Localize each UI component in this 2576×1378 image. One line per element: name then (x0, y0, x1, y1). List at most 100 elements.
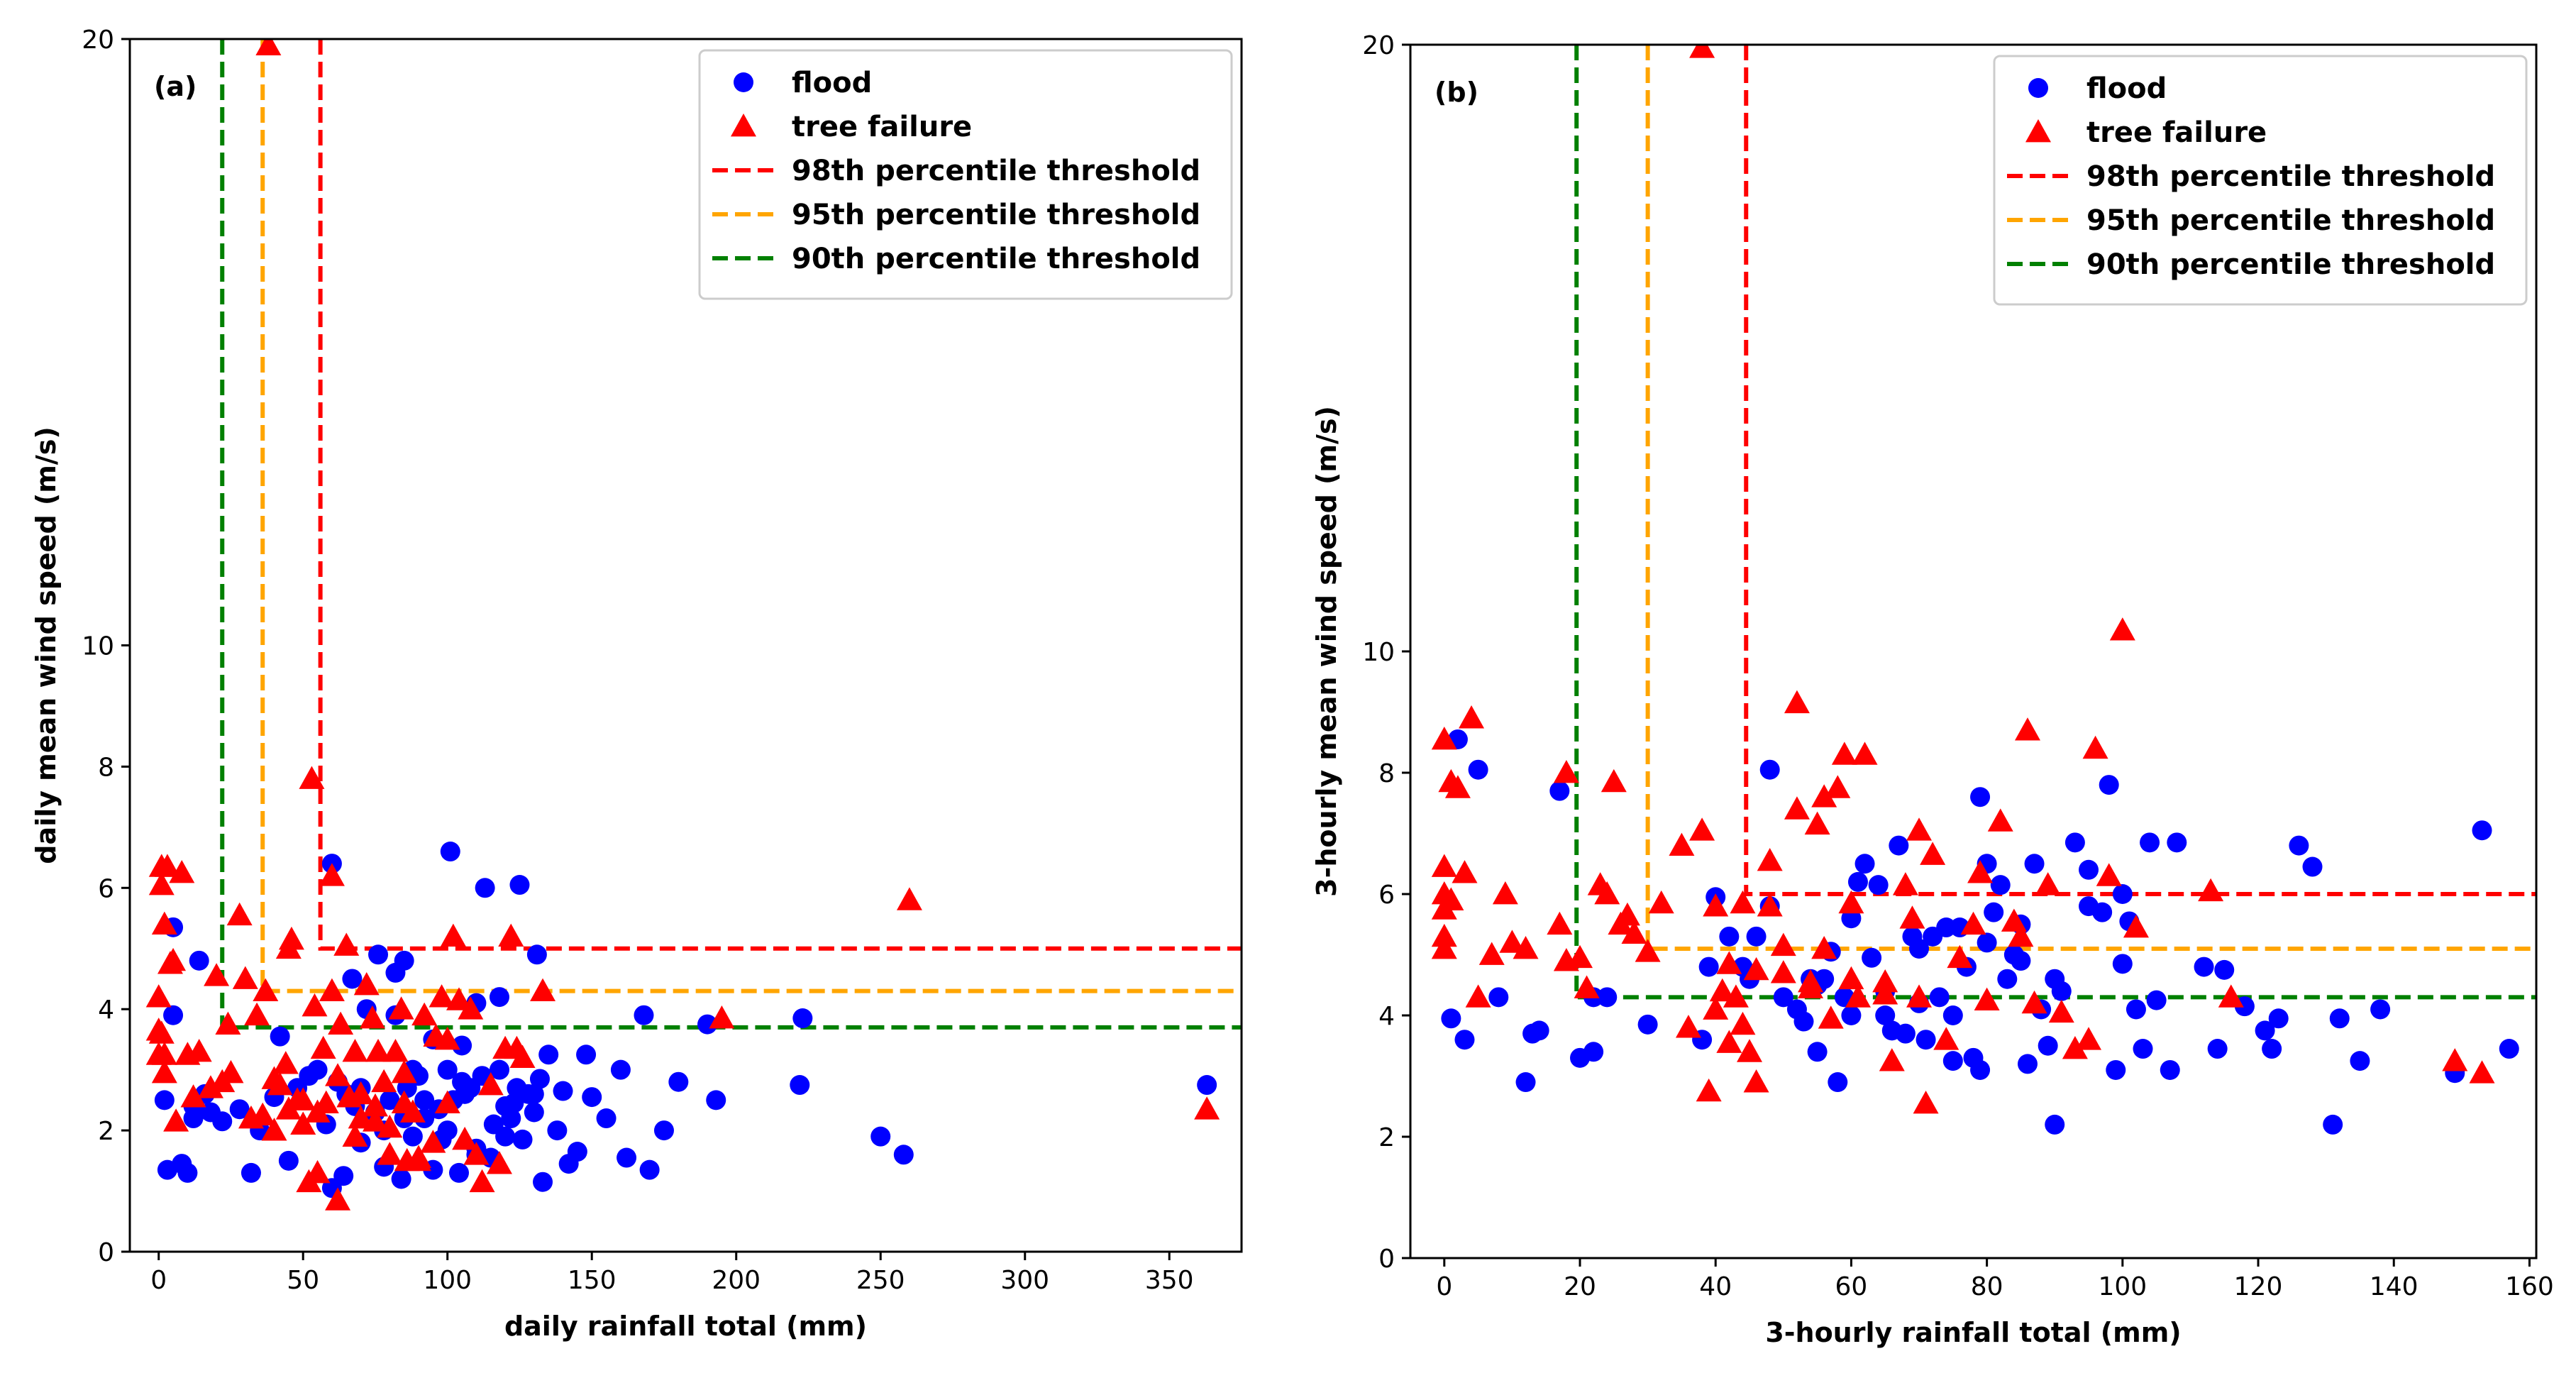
y-tick-label: 10 (82, 632, 114, 661)
tree-failure-point (2096, 863, 2122, 886)
flood-point (870, 1126, 891, 1147)
flood-point (697, 1014, 718, 1035)
tree-failure-point (1438, 887, 1464, 910)
y-tick-label: 4 (1378, 1002, 1395, 1031)
x-axis-label: daily rainfall total (mm) (504, 1311, 867, 1342)
flood-point (307, 1059, 328, 1080)
tree-failure-point (2082, 735, 2108, 759)
x-tick-label: 0 (1436, 1272, 1452, 1301)
tree-failure-point (2198, 878, 2224, 902)
flood-point (2160, 1059, 2180, 1080)
legend-label: tree failure (792, 111, 972, 143)
tree-failure-point (151, 1059, 177, 1084)
flood-point (1929, 987, 1950, 1008)
flood-point (394, 950, 414, 971)
tree-failure-point (1499, 930, 1525, 953)
tree-failure-point (145, 984, 172, 1008)
tree-failure-point (1648, 890, 1674, 914)
tree-failure-point (1879, 1048, 1905, 1071)
panel-b: 0 20 40 60 80 100 120 140 160 0 2 4 6 8 10 20 3-hourly r… (1311, 31, 2554, 1348)
tree-failure-point (1431, 935, 1457, 959)
x-tick-label: 60 (1835, 1272, 1868, 1301)
legend-label: 98th percentile threshold (792, 155, 1200, 187)
tree-failure-point (275, 1096, 302, 1120)
tree-failure-point (342, 1039, 368, 1062)
x-tick-label: 100 (2098, 1272, 2147, 1301)
flood-point (1698, 957, 1719, 977)
flood-point (1719, 926, 1740, 947)
flood-point (1984, 902, 2004, 922)
tree-failure-point (215, 1011, 241, 1035)
y-tick-label: 20 (1362, 31, 1395, 60)
flood-point (2499, 1039, 2519, 1059)
tree-failure-point (452, 1126, 478, 1150)
tree-failure-point (1784, 690, 1810, 714)
flood-point (567, 1142, 587, 1162)
plot-area (145, 39, 1242, 1211)
flood-point (495, 1096, 516, 1116)
flood-point (2194, 957, 2214, 977)
legend: flood tree failure 98th percentile thresho… (698, 49, 1233, 300)
tree-failure-point (709, 1005, 735, 1029)
y-tick-label: 8 (98, 753, 114, 782)
tree-failure-point (1723, 984, 1749, 1008)
tree-failure-point (1431, 726, 1457, 750)
flood-point (489, 987, 509, 1008)
tree-failure-point (204, 963, 230, 986)
tree-failure-point (411, 1002, 438, 1026)
flood-point (2017, 1054, 2038, 1074)
tree-failure-point (1730, 1011, 1756, 1035)
tree-failure-point (377, 1142, 403, 1165)
tree-failure-point (2218, 984, 2244, 1008)
tree-failure-point (1594, 881, 1620, 905)
tree-failure-point (359, 1005, 385, 1029)
tree-failure-point (232, 966, 258, 989)
flood-point (2011, 951, 2031, 971)
flood-point (668, 1071, 689, 1092)
tree-failure-point (1703, 893, 1729, 917)
tree-failure-point (272, 1051, 299, 1074)
tree-failure-point (151, 1042, 177, 1065)
flood-point (526, 944, 547, 965)
flood-point (1889, 835, 1909, 856)
tree-failure-point (1696, 1078, 1722, 1102)
tree-failure-point (1838, 890, 1864, 914)
panel-label: (b) (1435, 77, 1478, 108)
flood-point (495, 1126, 516, 1147)
tree-failure-point (180, 1084, 206, 1108)
flood-point (634, 1005, 654, 1025)
flood-point (2045, 1114, 2065, 1135)
flood-point (189, 950, 209, 971)
flood-point (1997, 969, 2018, 989)
tree-failure-point (1906, 817, 1933, 841)
flood-point (2323, 1114, 2343, 1135)
tree-failure-point (2048, 999, 2074, 1023)
flood-point (212, 1111, 233, 1132)
flood-point (1773, 987, 1793, 1008)
tree-failure-point (1621, 920, 1647, 944)
legend-flood-marker (734, 72, 753, 92)
y-tick-label: 2 (98, 1117, 114, 1146)
flood-point (1970, 1059, 1991, 1080)
flood-point (596, 1108, 617, 1129)
tree-failure-point (2076, 1027, 2102, 1050)
flood-point (893, 1145, 914, 1165)
flood-point (368, 944, 389, 965)
tree-failure-point (1818, 1005, 1844, 1029)
legend-label: 90th percentile threshold (2086, 248, 2495, 281)
flood-point (2140, 832, 2160, 853)
flood-point (1916, 1030, 1936, 1050)
legend-label: flood (792, 67, 872, 99)
legend-box (698, 49, 1233, 300)
tree-failure-point (1892, 872, 1918, 895)
tree-failure-point (2442, 1048, 2468, 1071)
x-tick-label: 120 (2234, 1272, 2283, 1301)
flood-point (1990, 875, 2011, 895)
y-tick-label: 8 (1378, 759, 1395, 788)
flood-point (582, 1087, 602, 1108)
flood-point (1583, 1042, 1604, 1062)
tree-failure-point (313, 1090, 339, 1114)
threshold-line-0 (1744, 45, 2536, 896)
tree-failure-point (1757, 847, 1783, 871)
tree-failure-point (469, 1169, 495, 1193)
